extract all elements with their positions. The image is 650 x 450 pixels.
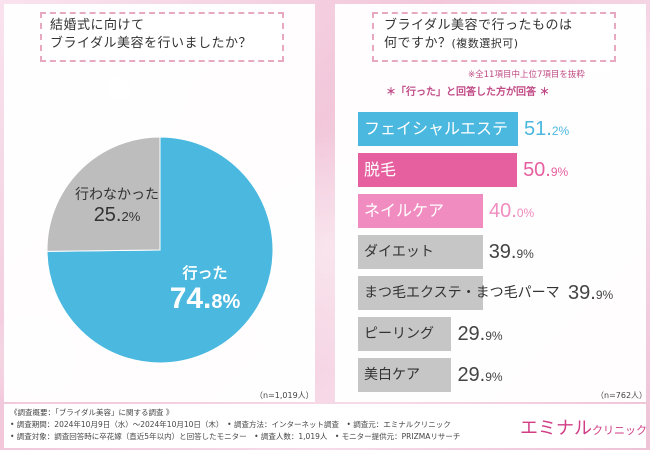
right-title-line-2: 何ですか？(複数選択可) [384, 35, 519, 53]
bar-value-dec-0: 2% [551, 124, 570, 138]
left-n-label: （n=1,019人） [255, 391, 314, 400]
left-title-line-1: 結婚式に向けて [50, 18, 145, 33]
bar-value-dec-4: 9% [595, 288, 614, 302]
right-title-suffix: (複数選択可) [451, 37, 519, 50]
bar-value-int-6: 29. [457, 364, 486, 386]
bar-3 [358, 235, 483, 269]
bar-value-int-4: 39. [568, 282, 596, 304]
eminal-logo: エミナルクリニック [520, 414, 647, 440]
bar-4 [358, 276, 483, 310]
bar-6 [358, 358, 452, 392]
right-note2: ＊「行った」と回答した方が回答 ＊ [386, 87, 550, 98]
bar-value-dec-2: 0% [516, 206, 535, 220]
right-n-label: （n=762人） [596, 391, 648, 400]
pie-yes-dec: 8% [211, 291, 241, 313]
bar-label-6: 美白ケア [364, 367, 420, 383]
bar-value-dec-6: 9% [485, 370, 503, 384]
right-title-line-1: ブライダル美容で行ったものは [384, 18, 573, 33]
pie-label-yes: 行った 74.8% [160, 262, 250, 318]
bar-value-int-0: 51. [524, 118, 552, 140]
bar-2 [358, 194, 483, 228]
right-title-main: 何ですか？ [384, 36, 452, 51]
bar-value-2: 40.0% [489, 194, 534, 228]
pie-label-yes-text: 行った [182, 264, 228, 282]
bar-label-5: ピーリング [364, 326, 434, 342]
left-title-box [40, 12, 284, 62]
footer-line-3: • 調査対象：調査回答時に卒花嫁（直近5年以内）と回答したモニター • 調査人数… [10, 432, 461, 441]
bar-label-4: まつ毛エクステ・まつ毛パーマ [364, 285, 560, 301]
bar-value-int-1: 50. [523, 159, 551, 181]
bar-label-1: 脱毛 [364, 160, 397, 179]
bar-value-0: 51.2% [524, 112, 569, 146]
bar-value-6: 29.9% [457, 358, 502, 392]
left-title-line-2: ブライダル美容を行いましたか？ [50, 36, 252, 51]
logo-main: エミナル [520, 418, 592, 439]
bar-0 [358, 112, 518, 146]
bar-value-4: 39.9% [568, 276, 613, 310]
right-title-box [372, 12, 616, 62]
pie-no-dec: 2% [121, 209, 141, 224]
pie-yes-int: 74. [169, 282, 212, 315]
bar-value-3: 39.9% [489, 235, 534, 269]
pie-label-no-text: 行わなかった [75, 187, 159, 203]
bar-label-2: ネイルケア [364, 201, 445, 220]
pie-no-int: 25. [93, 204, 122, 226]
right-note: ※全11項目中上位7項目を抜粋 [468, 70, 585, 80]
bar-5 [358, 317, 452, 351]
bar-value-5: 29.9% [457, 317, 502, 351]
bar-value-int-3: 39. [488, 241, 517, 263]
bar-value-dec-5: 9% [485, 329, 503, 343]
bar-label-0: フェイシャルエステ [364, 119, 509, 138]
footer-line-2: • 調査期間：2024年10月9日（水）～2024年10月10日（木） • 調査… [10, 420, 451, 429]
bar-value-1: 50.9% [523, 153, 568, 187]
bar-value-dec-1: 9% [550, 165, 569, 179]
footer-line-1: 《調査概要：「ブライダル美容」に関する調査 》 [10, 408, 174, 417]
bar-value-int-5: 29. [457, 323, 486, 345]
bar-value-dec-3: 9% [516, 247, 534, 261]
bar-value-int-2: 40. [489, 200, 517, 222]
footer [4, 404, 646, 448]
pie-label-no: 行わなかった 25.2% [62, 184, 172, 227]
pie-label-no-value: 25.2% [62, 204, 172, 227]
pie-label-yes-value: 74.8% [160, 283, 250, 318]
bar-1 [358, 153, 518, 187]
pie-slice-no [46, 136, 161, 252]
bar-label-3: ダイエット [364, 244, 434, 260]
logo-sub: クリニック [592, 424, 647, 437]
